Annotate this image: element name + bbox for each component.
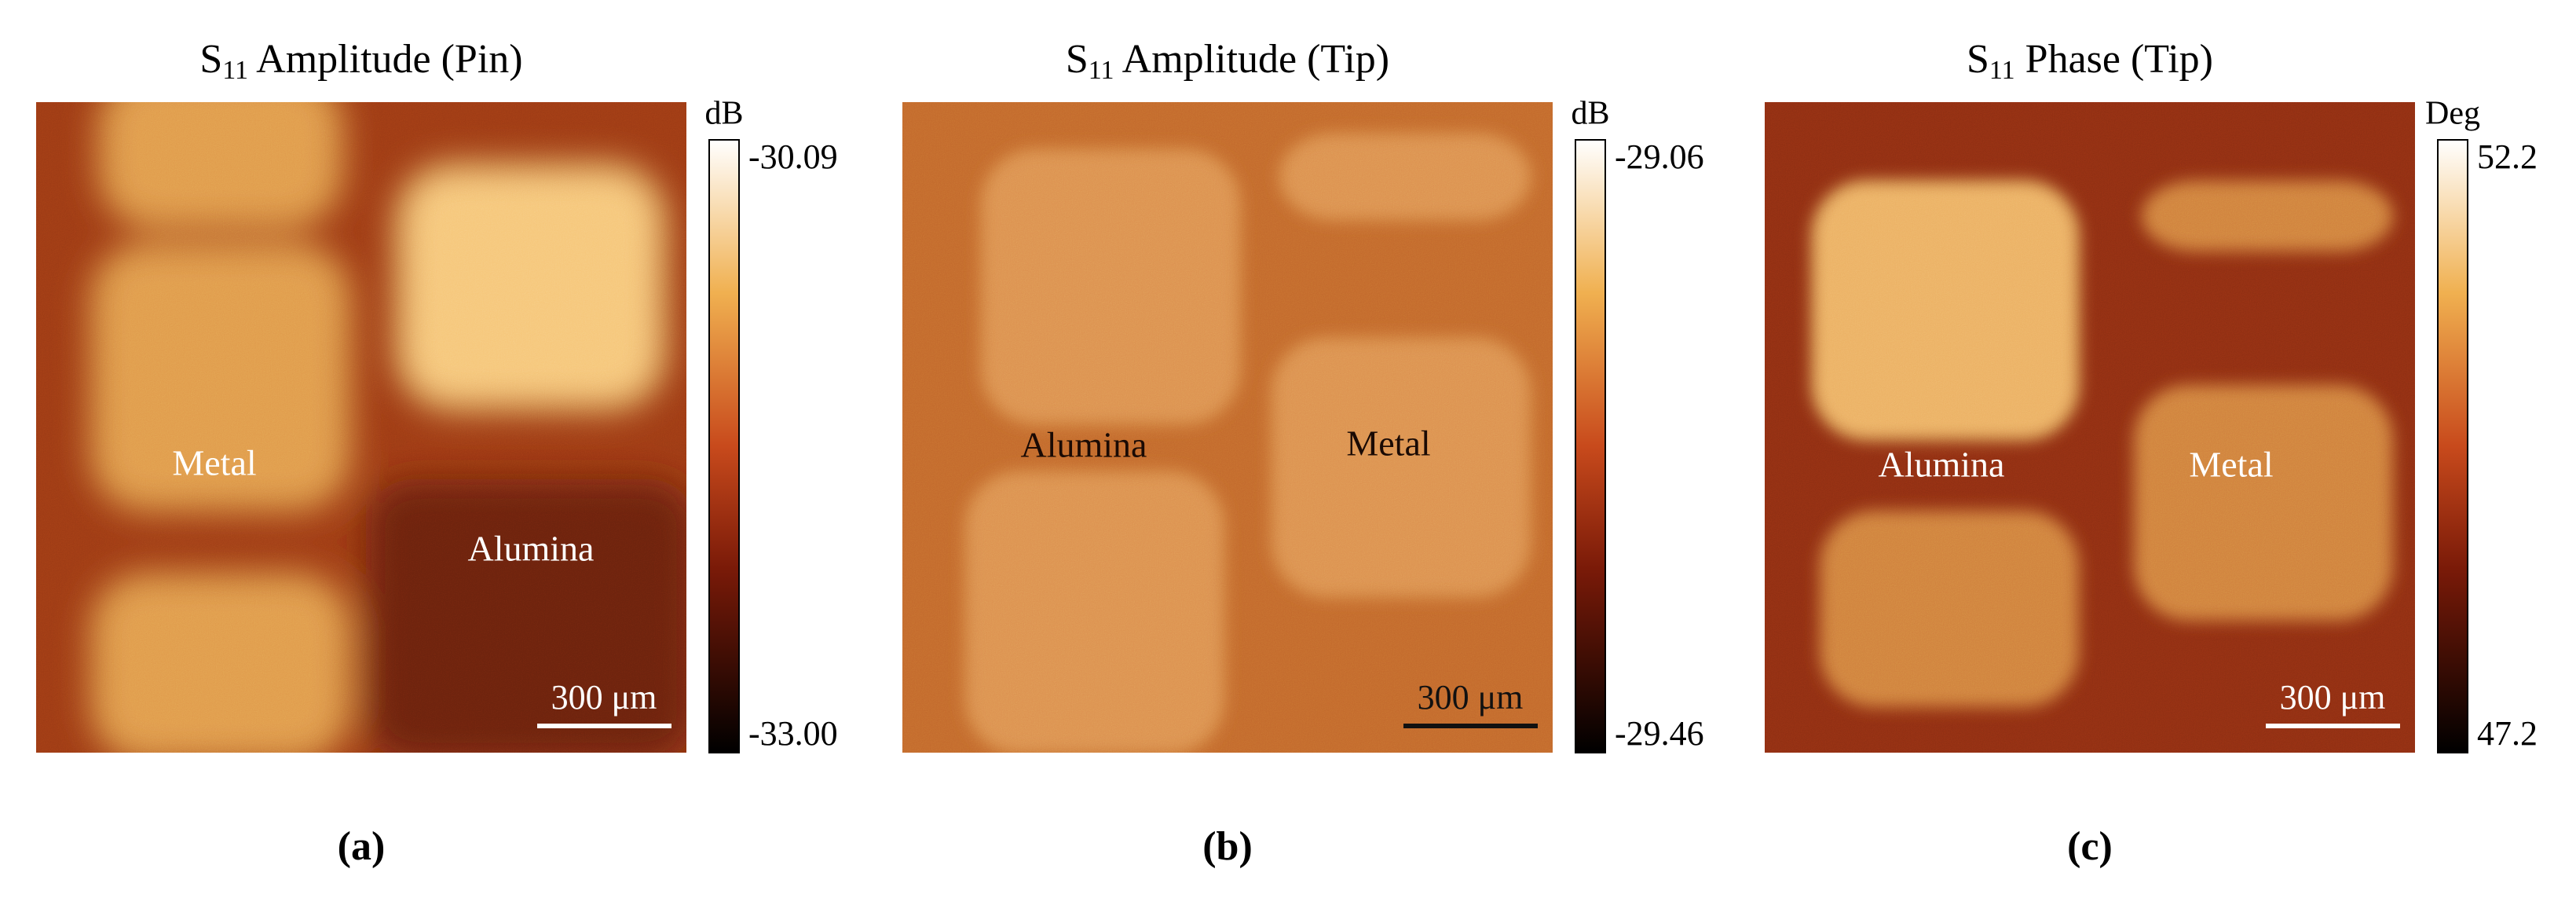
title-subscript: 11 xyxy=(1089,56,1114,85)
colorbar-unit: Deg xyxy=(2425,96,2480,132)
title-rest: Phase (Tip) xyxy=(2015,37,2213,82)
title-symbol: S xyxy=(1066,37,1089,82)
colorbar-max: 52.2 xyxy=(2477,137,2538,176)
colorbar-min: -29.46 xyxy=(1615,714,1704,753)
title-subscript: 11 xyxy=(222,56,248,85)
title-rest: Amplitude (Pin) xyxy=(248,37,523,82)
title-subscript: 11 xyxy=(1989,56,2015,85)
scale-bar-label: 300 μm xyxy=(551,678,657,717)
colorbar xyxy=(708,139,740,753)
colorbar-unit: dB xyxy=(704,96,743,132)
image xyxy=(1765,102,2415,753)
title-rest: Amplitude (Tip) xyxy=(1114,37,1390,82)
colorbar xyxy=(1575,139,1606,753)
region-label: Alumina xyxy=(1021,425,1147,465)
caption: (a) xyxy=(338,824,386,869)
caption: (c) xyxy=(2067,824,2113,869)
colorbar-max: -30.09 xyxy=(748,137,838,176)
colorbar-unit: dB xyxy=(1571,96,1609,132)
panel-title: S11 Amplitude (Tip) xyxy=(1066,37,1389,85)
title-symbol: S xyxy=(1967,37,1989,82)
panel-title: S11 Phase (Tip) xyxy=(1967,37,2213,85)
region-label: Metal xyxy=(1346,423,1430,464)
caption: (b) xyxy=(1202,824,1253,869)
image-noise xyxy=(902,102,1553,753)
image xyxy=(902,102,1553,753)
colorbar-max: -29.06 xyxy=(1615,137,1704,176)
image-noise xyxy=(36,102,686,753)
title-symbol: S xyxy=(199,37,222,82)
panel-title: S11 Amplitude (Pin) xyxy=(199,37,522,85)
image-noise xyxy=(1765,102,2415,753)
region-label: Metal xyxy=(172,443,256,483)
region-label: Alumina xyxy=(468,529,595,569)
image xyxy=(36,102,686,753)
colorbar-min: -33.00 xyxy=(748,714,838,753)
panel: S11 Phase (Tip) Alumina Metal 300 μm Deg 52.2… xyxy=(1765,37,2538,869)
scale-bar-label: 300 μm xyxy=(1418,678,1524,717)
region-label: Metal xyxy=(2189,445,2273,485)
colorbar-min: 47.2 xyxy=(2477,714,2538,753)
region-label: Alumina xyxy=(1879,445,2005,485)
colorbar xyxy=(2437,139,2468,753)
scale-bar-label: 300 μm xyxy=(2280,678,2386,717)
